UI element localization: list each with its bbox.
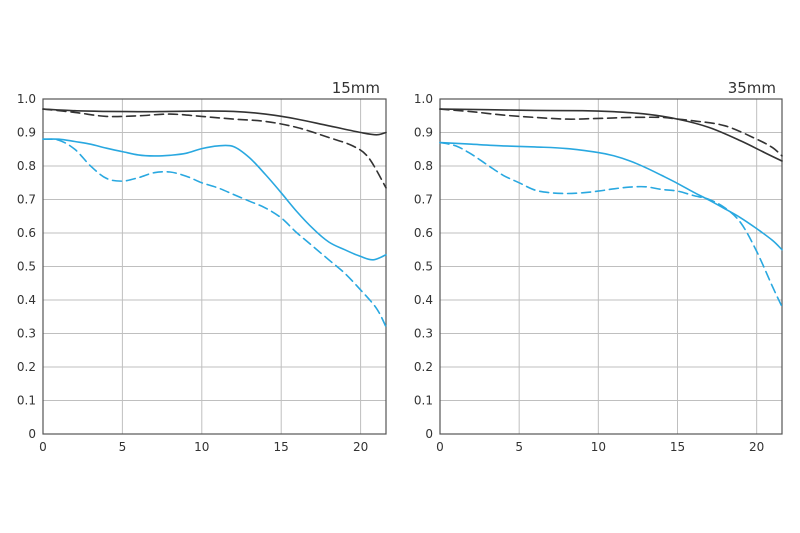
series-line-2 (42, 108, 387, 189)
x-tick-label: 20 (749, 440, 764, 454)
y-tick-label: 0.8 (414, 159, 433, 173)
x-tick-label: 15 (670, 440, 685, 454)
x-tick-label: 5 (119, 440, 127, 454)
y-tick-label: 0.1 (414, 394, 433, 408)
x-tick-label: 0 (436, 440, 444, 454)
x-tick-label: 5 (515, 440, 523, 454)
y-tick-label: 1.0 (414, 92, 433, 106)
panel-title: 35mm (728, 79, 776, 97)
y-tick-label: 0.2 (17, 360, 36, 374)
y-tick-label: 0.3 (414, 327, 433, 341)
y-tick-label: 0.9 (17, 126, 36, 140)
plot-frame (439, 98, 783, 435)
x-tick-label: 10 (194, 440, 209, 454)
y-tick-label: 0.4 (414, 293, 433, 307)
x-tick-label: 15 (274, 440, 289, 454)
x-tick-label: 0 (39, 440, 47, 454)
grid (43, 99, 386, 434)
y-tick-label: 0.7 (17, 193, 36, 207)
y-tick-label: 0.6 (414, 226, 433, 240)
y-tick-label: 0.8 (17, 159, 36, 173)
y-tick-label: 0.1 (17, 394, 36, 408)
series-line-3 (42, 138, 387, 261)
grid (440, 99, 782, 434)
series-group (439, 108, 783, 308)
series-line-3 (439, 141, 783, 251)
y-tick-label: 0.3 (17, 327, 36, 341)
y-tick-label: 0 (425, 427, 433, 441)
axes: 0 0.1 0.2 0.3 0.4 0.5 0.6 0.7 0.8 0.9 1.0 0 5 10 15 20 (17, 92, 387, 454)
series-line-1 (42, 108, 387, 136)
series-group (42, 108, 387, 328)
y-tick-label: 0.7 (414, 193, 433, 207)
series-line-1 (439, 108, 783, 162)
y-tick-label: 0.9 (414, 126, 433, 140)
y-tick-label: 0.5 (414, 260, 433, 274)
y-tick-label: 0.4 (17, 293, 36, 307)
y-tick-label: 0.2 (414, 360, 433, 374)
x-tick-label: 10 (591, 440, 606, 454)
y-tick-label: 0.5 (17, 260, 36, 274)
y-tick-label: 1.0 (17, 92, 36, 106)
plot-frame (42, 98, 387, 435)
y-tick-label: 0.6 (17, 226, 36, 240)
panel-title: 15mm (332, 79, 380, 97)
series-line-4 (439, 141, 783, 308)
y-tick-label: 0 (28, 427, 36, 441)
x-tick-label: 20 (353, 440, 368, 454)
series-line-4 (42, 138, 387, 328)
chart-panel-15mm: 15mm 0 0.1 0.2 0.3 0.4 0.5 0.6 0.7 0.8 0.9 1.0 0 5 10… (17, 79, 387, 454)
chart-panel-35mm: 35mm 0 0.1 0.2 0.3 0.4 0.5 0.6 0.7 0.8 0.9 1.0 0 5 10… (414, 79, 783, 454)
axes: 0 0.1 0.2 0.3 0.4 0.5 0.6 0.7 0.8 0.9 1.0 0 5 10 15 20 (414, 92, 783, 454)
